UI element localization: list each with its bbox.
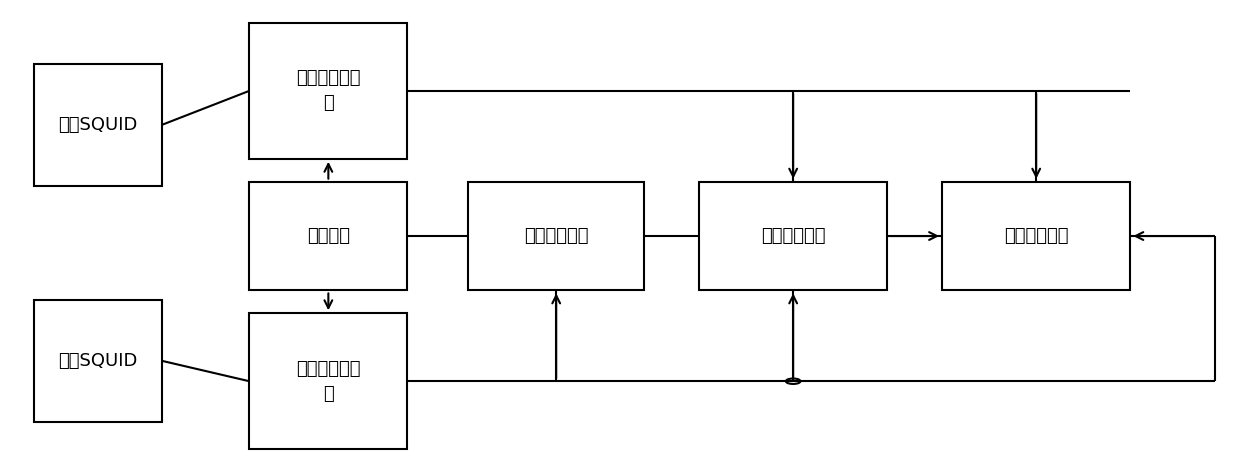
Text: 第一磁通锁定
环: 第一磁通锁定 环	[296, 69, 361, 113]
Text: 阈值检测单元: 阈值检测单元	[761, 227, 826, 245]
Text: 第二SQUID: 第二SQUID	[58, 352, 138, 370]
Bar	[249, 181, 407, 290]
Bar	[35, 300, 162, 422]
Text: 数据采集单元: 数据采集单元	[1004, 227, 1069, 245]
Text: 第二磁通锁定
环: 第二磁通锁定 环	[296, 360, 361, 403]
Bar	[249, 23, 407, 159]
Bar	[699, 181, 888, 290]
Text: 磁通互锁单元: 磁通互锁单元	[525, 227, 589, 245]
Bar	[35, 63, 162, 186]
Text: 复位单元: 复位单元	[306, 227, 350, 245]
Text: 第一SQUID: 第一SQUID	[58, 116, 138, 134]
Bar	[249, 313, 407, 449]
Bar	[942, 181, 1131, 290]
Bar	[467, 181, 645, 290]
